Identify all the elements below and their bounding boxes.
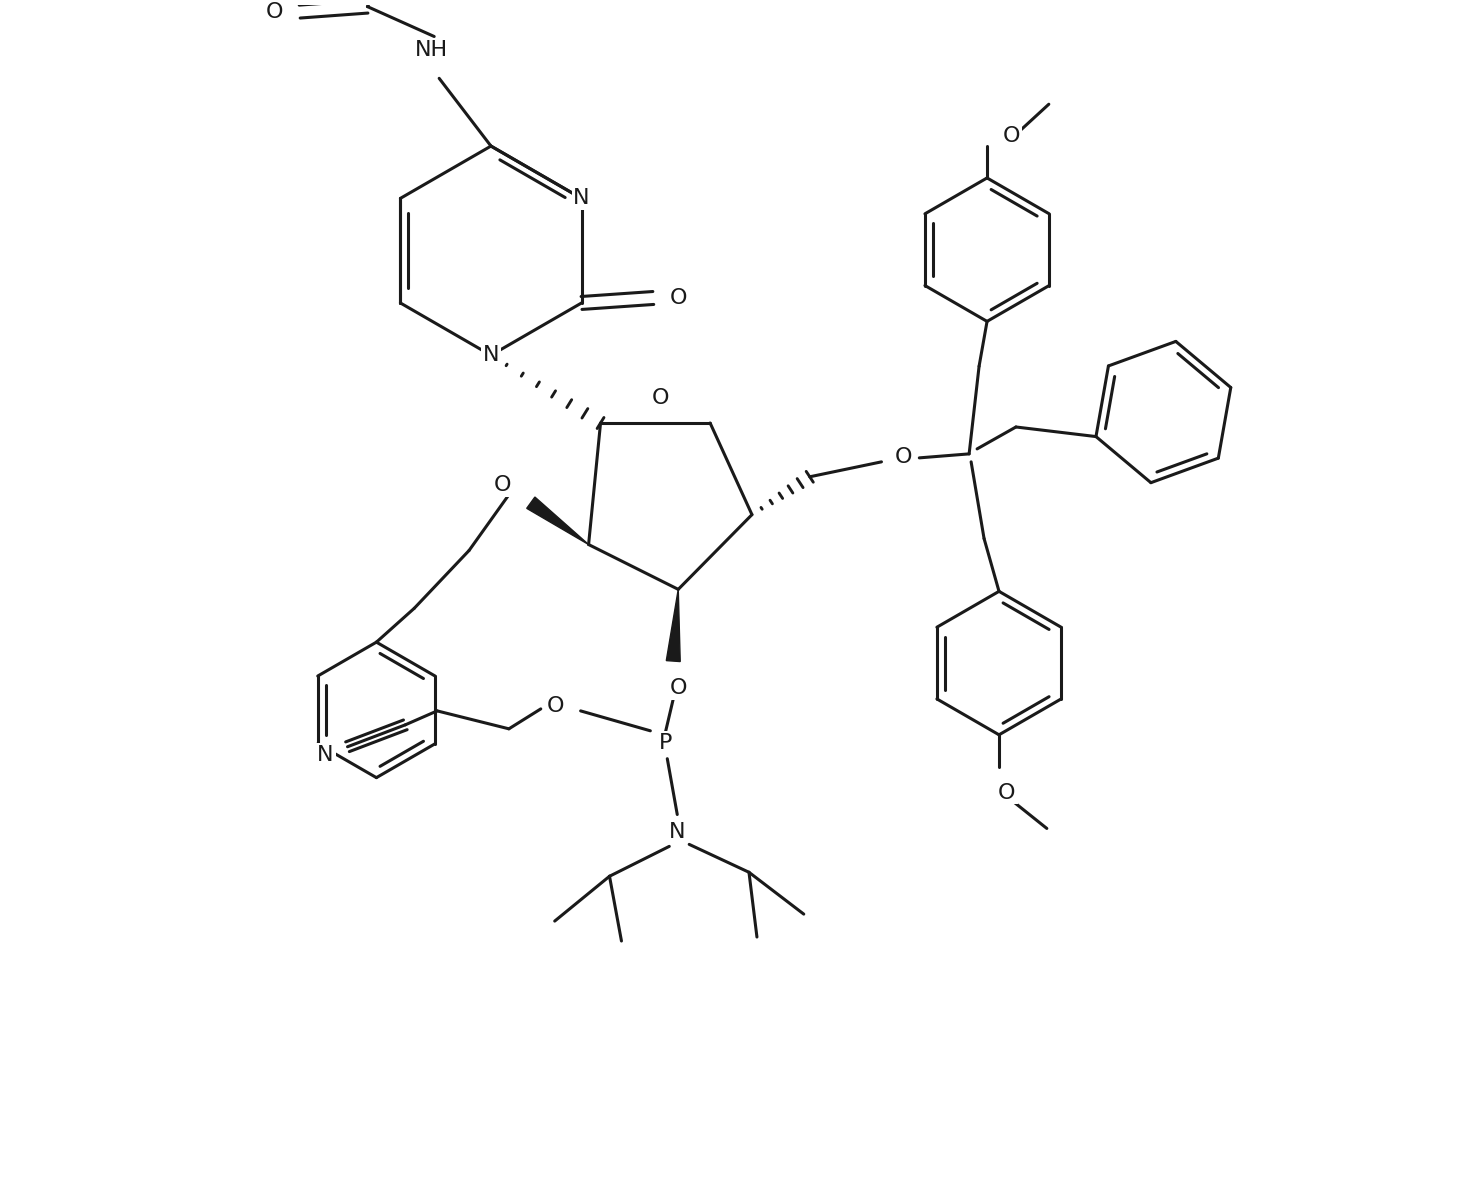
Text: O: O — [651, 388, 669, 409]
Text: N: N — [669, 822, 686, 843]
Text: O: O — [1003, 126, 1021, 147]
Text: O: O — [266, 1, 283, 22]
Text: O: O — [669, 288, 687, 308]
Text: P: P — [659, 733, 672, 752]
Text: O: O — [895, 447, 913, 466]
Text: O: O — [548, 696, 564, 716]
Text: O: O — [494, 475, 512, 495]
Text: O: O — [999, 783, 1015, 803]
Polygon shape — [666, 589, 680, 661]
Text: N: N — [573, 189, 589, 208]
Text: N: N — [318, 745, 334, 764]
Text: NH: NH — [414, 41, 448, 60]
Text: O: O — [669, 678, 687, 698]
Polygon shape — [527, 498, 589, 545]
Text: N: N — [482, 345, 499, 365]
